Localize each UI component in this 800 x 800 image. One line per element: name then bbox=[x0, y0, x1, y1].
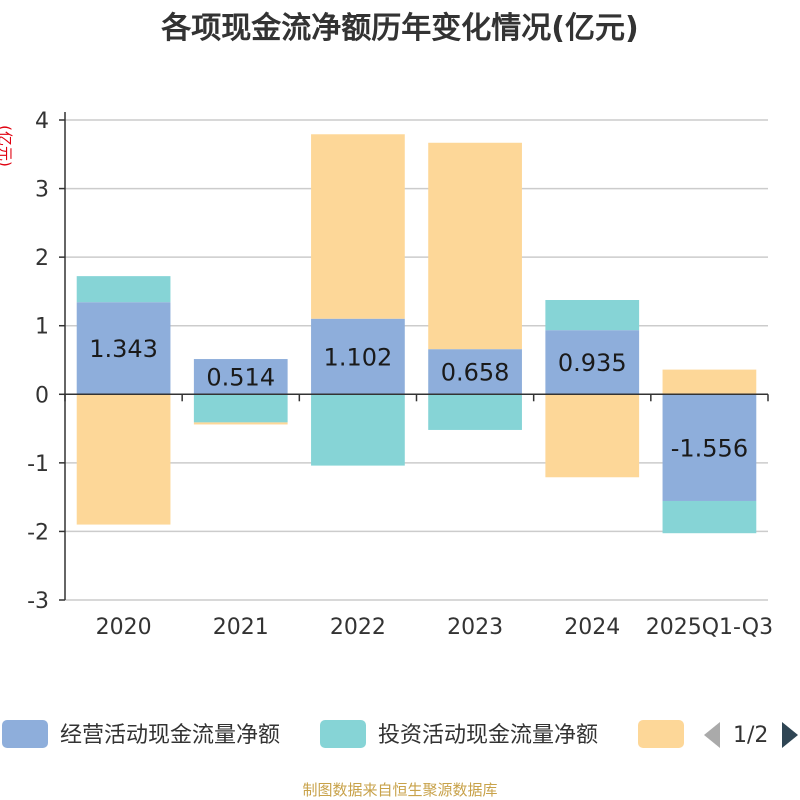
y-tick-label: -3 bbox=[27, 589, 49, 614]
data-label-2023: 0.658 bbox=[441, 359, 510, 387]
legend-label-investing: 投资活动现金流量净额 bbox=[378, 723, 598, 748]
data-label-2024: 0.935 bbox=[558, 349, 627, 377]
x-category-label: 2022 bbox=[330, 615, 386, 640]
legend-prev-page-icon[interactable] bbox=[704, 722, 720, 748]
x-category-label: 2020 bbox=[96, 615, 152, 640]
legend-page-indicator: 1/2 bbox=[733, 723, 768, 748]
bar-series-2-2025Q1-Q3 bbox=[662, 500, 757, 534]
data-label-2020: 1.343 bbox=[89, 335, 158, 363]
data-label-2025Q1-Q3: -1.556 bbox=[671, 435, 748, 463]
x-category-label: 2025Q1-Q3 bbox=[646, 615, 773, 640]
y-tick-label: 0 bbox=[35, 383, 49, 408]
bar-series-3-2022 bbox=[311, 134, 405, 319]
y-axis-unit-label: (亿元) bbox=[0, 125, 14, 167]
y-tick-label: 1 bbox=[35, 315, 49, 340]
bar-series-1-2022 bbox=[311, 318, 405, 395]
chart-title: 各项现金流净额历年变化情况(亿元) bbox=[160, 11, 638, 46]
bar-series-2-2024 bbox=[545, 300, 640, 331]
data-source-note: 制图数据来自恒生聚源数据库 bbox=[302, 781, 497, 799]
data-label-2021: 0.514 bbox=[206, 364, 275, 392]
data-labels: 1.343 0.514 1.102 0.658 0.935 -1.556 bbox=[89, 335, 748, 462]
bar-series-1-2020 bbox=[76, 302, 171, 395]
legend-swatch-financing bbox=[638, 720, 684, 748]
bar-series-2-2022 bbox=[311, 394, 405, 466]
bar-series-2-2020 bbox=[76, 276, 171, 303]
x-category-label: 2023 bbox=[447, 615, 503, 640]
x-category-label: 2024 bbox=[564, 615, 620, 640]
axes bbox=[59, 112, 769, 601]
legend: 经营活动现金流量净额 投资活动现金流量净额 1/2 bbox=[2, 720, 798, 748]
legend-swatch-operating bbox=[2, 720, 48, 748]
y-tick-label: 2 bbox=[35, 246, 49, 271]
y-tick-label: 3 bbox=[35, 178, 49, 203]
y-tick-label: 4 bbox=[35, 109, 49, 134]
bar-series-3-2020 bbox=[76, 394, 171, 525]
bar-series-3-2023 bbox=[428, 142, 522, 350]
legend-swatch-investing bbox=[320, 720, 366, 748]
bars bbox=[76, 134, 757, 534]
bar-series-2-2023 bbox=[428, 394, 522, 430]
bar-series-1-2025Q1-Q3 bbox=[662, 394, 757, 501]
bar-series-3-2024 bbox=[545, 394, 640, 478]
y-tick-label: -1 bbox=[27, 452, 49, 477]
legend-label-operating: 经营活动现金流量净额 bbox=[60, 723, 280, 748]
bar-series-3-2021 bbox=[193, 422, 288, 425]
legend-next-page-icon[interactable] bbox=[782, 722, 798, 748]
bar-series-2-2021 bbox=[193, 394, 288, 423]
y-tick-label: -2 bbox=[27, 520, 49, 545]
grid-lines bbox=[65, 119, 768, 601]
x-category-label: 2021 bbox=[213, 615, 269, 640]
bar-series-3-2025Q1-Q3 bbox=[662, 369, 757, 395]
bar-series-1-2024 bbox=[545, 330, 640, 395]
tick-labels: 4 3 2 1 0 -1 -2 -3 2020 2021 2022 2023 2024 2025Q1-Q3 bbox=[27, 109, 773, 640]
data-label-2022: 1.102 bbox=[324, 344, 393, 372]
bar-series-1-2023 bbox=[428, 349, 522, 395]
bar-series-1-2021 bbox=[193, 359, 288, 395]
